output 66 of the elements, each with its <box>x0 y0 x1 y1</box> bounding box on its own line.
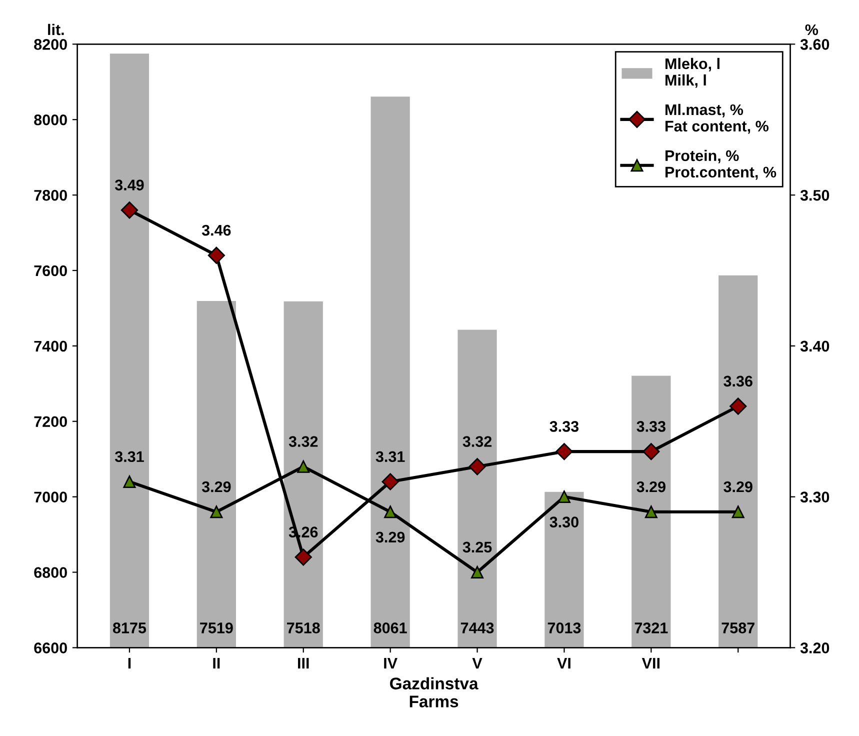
point <box>120 202 138 219</box>
point <box>642 442 660 460</box>
y2-tick-label: 3.40 <box>800 340 830 352</box>
data-label: 7519 <box>200 622 233 634</box>
data-label: 3.29 <box>202 481 231 492</box>
data-label: 3.32 <box>288 436 318 447</box>
y-tick-label: 6600 <box>34 642 67 654</box>
data-label: 3.49 <box>114 180 144 190</box>
data-label: 3.25 <box>462 542 492 553</box>
x-tick-label: VII <box>642 658 660 668</box>
data-label: 7443 <box>460 622 494 634</box>
x-tick-label: II <box>213 658 220 668</box>
point <box>730 398 747 415</box>
point <box>644 506 658 518</box>
y2-axis-title: % <box>805 24 818 36</box>
data-label: 8175 <box>112 622 146 634</box>
y-tick-label: 7200 <box>34 416 67 428</box>
y2-tick-label: 3.30 <box>800 492 830 503</box>
data-label: 3.30 <box>550 516 578 528</box>
data-label: 3.29 <box>636 481 666 492</box>
point <box>732 506 744 518</box>
legend-label: Protein, % Prot.content, % <box>666 150 776 180</box>
data-label: 3.31 <box>376 451 405 462</box>
y2-tick-label: 3.20 <box>800 642 830 654</box>
y-tick-label: 7600 <box>34 265 67 276</box>
y-tick-label: 7400 <box>34 340 67 352</box>
x-tick-label: III <box>298 658 309 668</box>
data-label: 7587 <box>722 622 754 634</box>
x-tick-label: I <box>128 658 131 668</box>
data-label: 3.31 <box>114 451 144 462</box>
data-label: 7321 <box>634 622 668 634</box>
y2-tick-label: 3.60 <box>800 39 830 50</box>
point <box>384 506 397 518</box>
data-label: 3.33 <box>550 421 579 432</box>
data-label: 8061 <box>374 622 407 634</box>
x-tick-label: V <box>472 658 482 668</box>
point <box>294 548 312 566</box>
data-label: 3.36 <box>724 376 752 387</box>
point <box>382 473 399 490</box>
y-tick-label: 6800 <box>34 567 67 578</box>
point <box>558 490 570 504</box>
x-tick-label: VI <box>557 658 570 668</box>
legend-label: Mleko, l Milk, l <box>666 58 720 88</box>
data-label: 3.29 <box>376 532 405 543</box>
point <box>556 442 573 460</box>
point <box>210 506 223 518</box>
x-tick-label: IV <box>384 658 398 668</box>
y-tick-label: 8000 <box>34 114 67 126</box>
data-label: 3.33 <box>636 421 666 432</box>
y2-tick-label: 3.50 <box>800 190 830 201</box>
point <box>297 460 310 473</box>
y-tick-label: 8200 <box>34 39 67 50</box>
x-axis-title: Gazdinstva Farms <box>390 677 478 708</box>
legend-label: Ml.mast, % Fat content, % <box>666 104 768 134</box>
y-tick-label: 7000 <box>34 492 67 502</box>
data-label: 3.46 <box>202 224 231 236</box>
data-label: 3.32 <box>462 436 492 447</box>
data-label: 7013 <box>548 622 581 634</box>
point <box>123 475 136 488</box>
data-label: 3.29 <box>724 481 752 492</box>
y-tick-label: 7800 <box>34 190 67 201</box>
point <box>471 566 484 578</box>
data-label: 7518 <box>287 622 320 634</box>
point <box>208 246 225 264</box>
point <box>468 458 486 476</box>
y-axis-title: lit. <box>48 24 64 36</box>
